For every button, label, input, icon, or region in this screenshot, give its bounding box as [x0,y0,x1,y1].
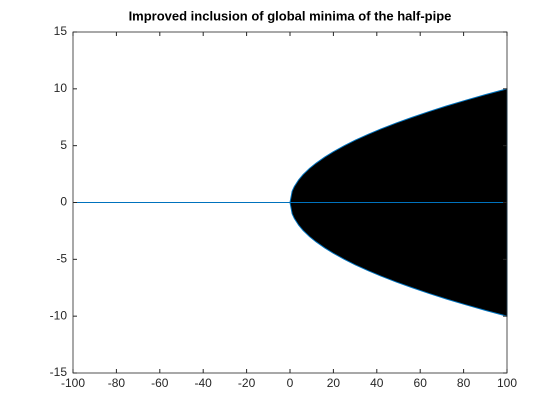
x-tick-label: -80 [108,376,126,390]
area [73,88,508,203]
x-tick-label: -100 [61,376,85,390]
x-tick-label: 0 [287,376,294,390]
x-tick-label: 60 [414,376,428,390]
y-tick-label: -10 [50,308,68,322]
y-tick-label: 5 [60,138,67,152]
x-tick-label: 80 [457,376,471,390]
area [73,202,508,317]
y-tick-label: 10 [54,81,68,95]
x-tick-label: -60 [151,376,169,390]
x-tick-label: 100 [497,376,517,390]
axes-box [72,31,508,374]
y-tick-label: -15 [50,365,68,379]
x-tick-label: 40 [370,376,384,390]
x-tick-label: -20 [238,376,256,390]
y-tick-label: 15 [54,24,68,38]
chart-title: Improved inclusion of global minima of t… [129,8,452,23]
y-tick-label: 0 [60,195,67,209]
x-tick-label: 20 [327,376,341,390]
x-tick-label: -40 [195,376,213,390]
y-tick-label: -5 [56,252,67,266]
